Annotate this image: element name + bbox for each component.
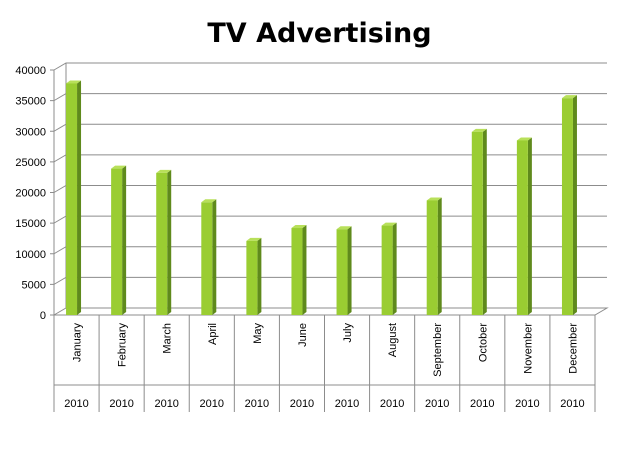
- bar-top: [66, 80, 82, 84]
- y-tick-label: 10000: [15, 249, 46, 261]
- y-tick-label: 35000: [15, 96, 46, 108]
- bar: [336, 229, 348, 315]
- x-tick-year-label: 2010: [245, 398, 269, 410]
- bar-top: [246, 237, 262, 241]
- x-tick-label: February: [117, 323, 129, 368]
- bar-top: [291, 225, 307, 229]
- bar-side: [572, 95, 577, 315]
- x-tick-label: March: [162, 323, 174, 354]
- bar: [66, 83, 78, 315]
- bar: [156, 172, 168, 315]
- bar-side: [347, 226, 352, 315]
- y-tick-label: 0: [40, 310, 46, 322]
- y-tick-label: 5000: [22, 279, 46, 291]
- x-tick-label: September: [432, 323, 444, 377]
- x-tick-year-label: 2010: [425, 398, 449, 410]
- bar: [246, 240, 258, 315]
- gridline: [53, 123, 607, 132]
- x-tick-label: November: [522, 323, 534, 374]
- bar: [381, 225, 393, 315]
- x-tick-year-label: 2010: [154, 398, 178, 410]
- bar-side: [212, 199, 217, 315]
- bar-top: [561, 95, 577, 99]
- x-tick-label: August: [387, 323, 399, 357]
- x-tick-label: July: [342, 323, 354, 343]
- bar: [201, 202, 213, 315]
- gridline: [53, 154, 607, 163]
- x-tick-year-label: 2010: [380, 398, 404, 410]
- bar: [426, 200, 438, 315]
- bar-side: [167, 169, 172, 315]
- gridline: [53, 185, 607, 193]
- bar-side: [392, 222, 397, 315]
- x-tick-label: May: [252, 323, 264, 344]
- bar: [471, 131, 483, 315]
- bar-top: [516, 137, 532, 141]
- bar-side: [302, 225, 307, 315]
- x-tick-label: April: [207, 323, 219, 345]
- bar: [516, 140, 528, 315]
- x-tick-year-label: 2010: [64, 398, 88, 410]
- bar-side: [437, 197, 442, 315]
- gridline: [53, 93, 607, 102]
- x-tick-year-label: 2010: [560, 398, 584, 410]
- x-tick-year-label: 2010: [200, 398, 224, 410]
- x-tick-label: January: [72, 323, 84, 363]
- bar: [111, 168, 123, 315]
- x-tick-year-label: 2010: [470, 398, 494, 410]
- bar-side: [257, 237, 262, 315]
- y-tick-label: 15000: [15, 218, 46, 230]
- gridline: [53, 246, 607, 255]
- bar-top: [336, 226, 352, 230]
- y-tick-label: 30000: [15, 126, 46, 138]
- x-tick-label: June: [297, 323, 309, 347]
- bar-side: [527, 137, 532, 315]
- bar-side: [122, 165, 127, 315]
- x-tick-year-label: 2010: [335, 398, 359, 410]
- x-tick-year-label: 2010: [290, 398, 314, 410]
- gridline: [53, 62, 607, 71]
- bar: [561, 98, 573, 315]
- bar-side: [482, 128, 487, 315]
- y-tick-label: 20000: [15, 188, 46, 200]
- bar-top: [471, 128, 487, 132]
- bar: [291, 228, 303, 315]
- x-tick-year-label: 2010: [109, 398, 133, 410]
- bar-side: [77, 80, 82, 315]
- gridline: [53, 215, 607, 224]
- x-tick-label: October: [477, 323, 489, 362]
- chart-title: TV Advertising: [207, 18, 432, 49]
- bar-top: [156, 169, 172, 173]
- bar-top: [201, 199, 217, 203]
- y-tick-label: 40000: [15, 65, 46, 77]
- y-tick-label: 25000: [15, 157, 46, 169]
- x-tick-label: December: [567, 323, 579, 374]
- bar-top: [381, 222, 397, 226]
- bar-top: [111, 165, 127, 169]
- gridline: [53, 276, 607, 285]
- x-tick-year-label: 2010: [515, 398, 539, 410]
- bar-top: [426, 197, 442, 201]
